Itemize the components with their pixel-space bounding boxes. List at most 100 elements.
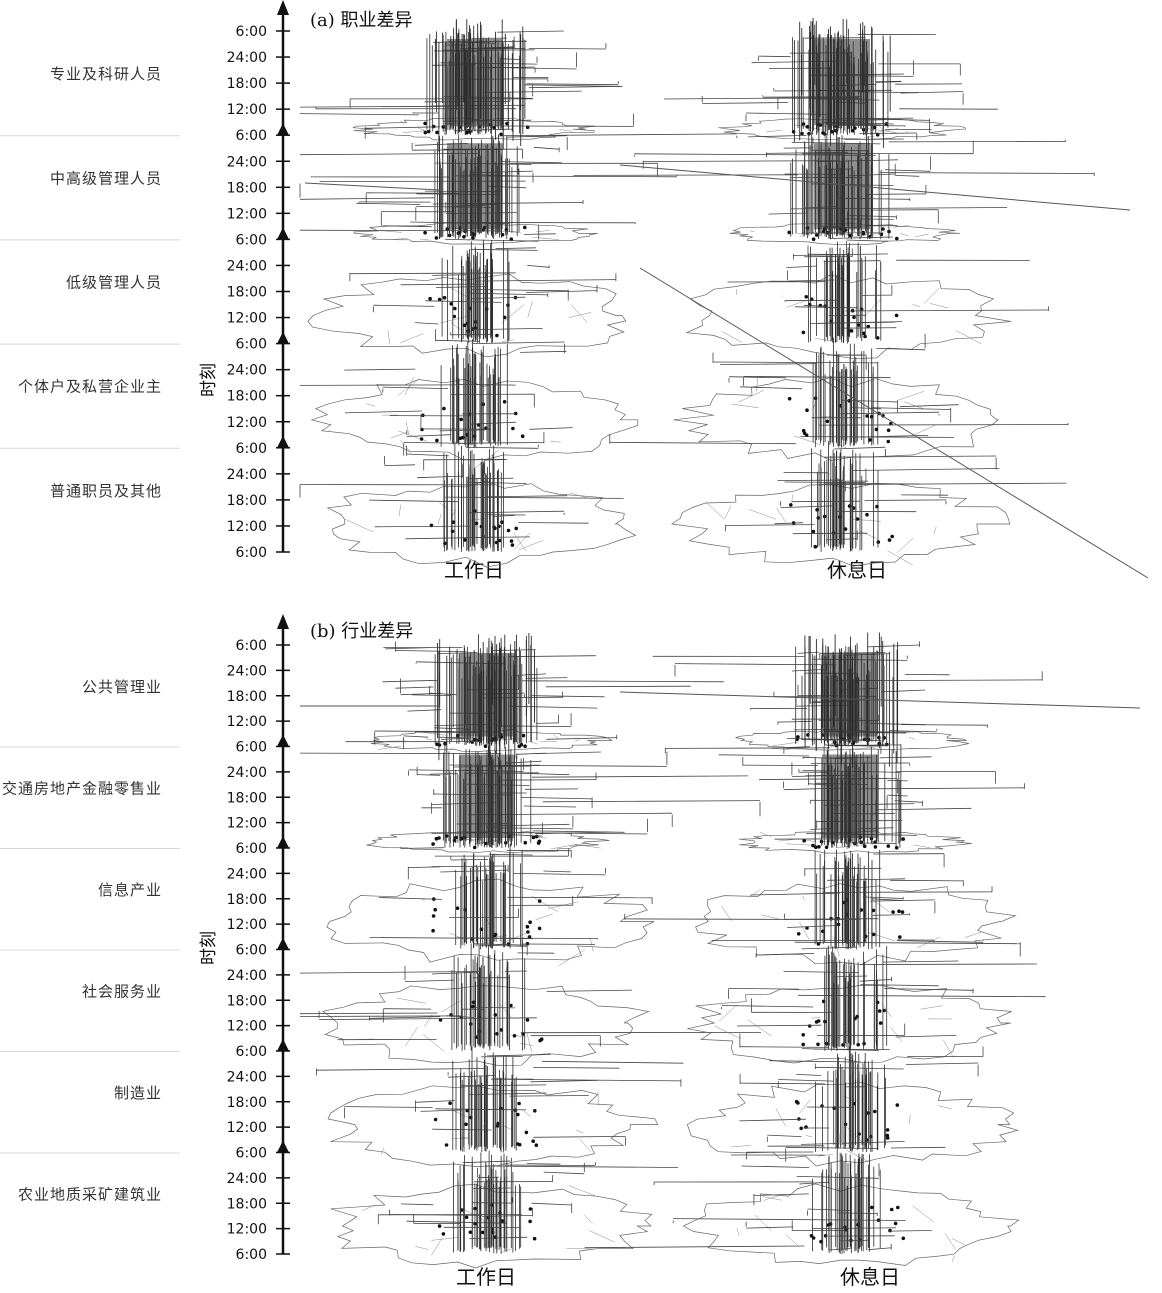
district-boundary xyxy=(731,403,759,409)
tick-label: 18:00 xyxy=(227,892,267,908)
path-segment xyxy=(740,1082,825,1085)
path-segment xyxy=(876,807,972,811)
path-segment xyxy=(818,482,1067,486)
path-segment xyxy=(509,1095,589,1097)
activity-point xyxy=(802,431,807,436)
activity-point xyxy=(528,1219,532,1224)
path-segment xyxy=(543,1171,585,1175)
path-segment xyxy=(406,434,451,437)
activity-point xyxy=(423,121,427,126)
path-segment xyxy=(425,300,502,303)
path-segment xyxy=(860,984,939,987)
activity-point xyxy=(895,1103,900,1107)
district-boundary xyxy=(380,1147,384,1155)
path-segment xyxy=(523,805,577,808)
path-segment xyxy=(859,132,917,134)
activity-point xyxy=(517,1101,521,1106)
path-segment xyxy=(533,146,560,150)
activity-point xyxy=(428,296,432,301)
dense-path-core xyxy=(447,39,503,126)
district-boundary xyxy=(913,844,931,849)
district-boundary xyxy=(550,440,562,443)
long-path-segment xyxy=(304,182,441,191)
activity-point xyxy=(830,130,834,134)
path-segment xyxy=(906,1062,979,1065)
path-segment xyxy=(851,407,882,410)
path-segment xyxy=(859,979,892,982)
path-segment xyxy=(783,746,810,748)
district-boundary xyxy=(714,1025,740,1039)
path-segment xyxy=(812,1227,896,1229)
activity-point xyxy=(856,323,861,327)
district-boundary xyxy=(419,238,429,241)
path-segment xyxy=(784,481,866,483)
tick-label: 18:00 xyxy=(227,1196,267,1212)
path-segment xyxy=(864,499,947,501)
district-boundary xyxy=(937,1105,952,1110)
district-boundary xyxy=(387,329,391,345)
tick-label: 18:00 xyxy=(227,76,267,92)
segment-arrow-icon xyxy=(277,435,289,448)
tick-label: 6:00 xyxy=(236,841,267,857)
path-segment xyxy=(884,988,974,991)
path-segment xyxy=(665,747,830,749)
path-segment xyxy=(344,1106,433,1108)
path-segment xyxy=(500,58,522,60)
activity-point xyxy=(893,1221,898,1226)
path-segment xyxy=(445,496,624,499)
path-segment xyxy=(643,160,838,162)
district-boundary xyxy=(956,330,982,345)
activity-point xyxy=(531,1139,535,1143)
activity-point xyxy=(886,439,891,444)
district-boundary xyxy=(799,1099,811,1114)
district-boundary xyxy=(494,136,505,138)
tick-label: 6:00 xyxy=(236,1044,267,1060)
region-map-outline xyxy=(321,985,650,1066)
segment-arrow-icon xyxy=(277,123,289,136)
activity-point xyxy=(525,1018,530,1022)
activity-point xyxy=(506,528,511,533)
path-segment xyxy=(720,363,817,365)
path-segment xyxy=(468,1092,547,1095)
district-boundary xyxy=(566,1248,594,1250)
activity-point xyxy=(537,839,542,844)
path-segment xyxy=(369,1016,441,1019)
activity-point xyxy=(495,333,499,338)
path-segment xyxy=(400,283,485,286)
path-segment xyxy=(823,455,997,458)
path-segment xyxy=(721,1005,814,1008)
path-segment xyxy=(525,677,568,679)
path-segment xyxy=(768,212,807,215)
activity-point xyxy=(521,733,526,738)
district-boundary xyxy=(437,513,442,525)
activity-point xyxy=(532,1236,537,1241)
district-boundary xyxy=(766,130,782,133)
activity-point xyxy=(801,1042,805,1047)
path-segment xyxy=(753,1193,809,1196)
path-segment xyxy=(750,892,840,896)
path-segment xyxy=(382,225,432,228)
activity-point xyxy=(818,303,823,308)
workday-label: 工作日 xyxy=(444,558,504,582)
path-segment xyxy=(344,410,423,414)
path-segment xyxy=(573,174,798,176)
path-segment xyxy=(382,386,449,389)
category-label: 低级管理人员 xyxy=(66,274,162,292)
path-segment xyxy=(497,30,564,33)
path-segment xyxy=(846,239,889,242)
activity-point xyxy=(805,125,810,129)
dense-path-core xyxy=(822,754,878,838)
path-segment xyxy=(415,1100,456,1103)
workday-label: 工作日 xyxy=(456,1265,516,1289)
activity-point xyxy=(444,834,449,838)
path-segment xyxy=(780,505,833,508)
activity-point xyxy=(885,1128,890,1132)
district-boundary xyxy=(964,931,982,938)
activity-point xyxy=(462,235,466,239)
path-segment xyxy=(460,1084,547,1087)
district-boundary xyxy=(568,312,592,318)
path-segment xyxy=(818,424,1068,426)
tick-label: 18:00 xyxy=(227,389,267,405)
path-segment xyxy=(439,736,469,739)
district-boundary xyxy=(399,120,405,124)
